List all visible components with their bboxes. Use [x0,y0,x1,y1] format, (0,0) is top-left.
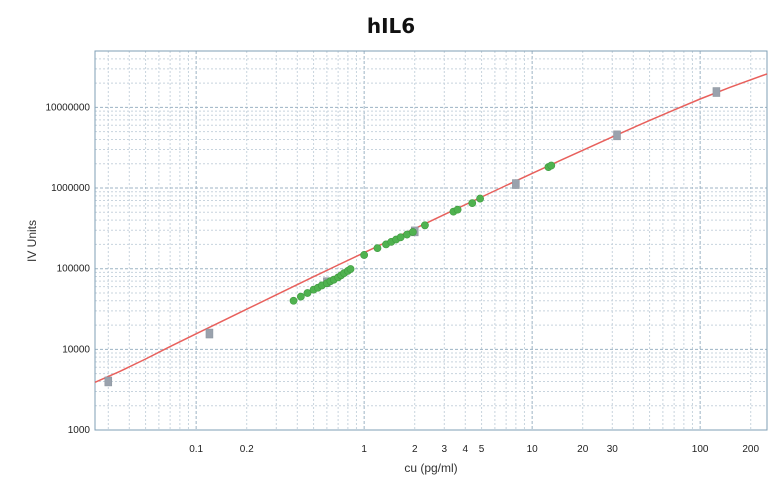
sample-point [373,244,382,252]
sample-point [421,221,429,230]
y-tick-label: 1000000 [51,183,90,194]
plot-area-border [94,50,768,431]
sample-point [346,265,355,273]
sample-point [453,205,462,214]
x-tick-label: 100 [692,444,709,455]
sample-point [289,296,298,305]
x-axis-label: cu (pg/ml) [404,461,457,475]
sample-point [468,199,477,208]
x-tick-label: 20 [577,444,589,455]
y-tick-label: 1000 [68,425,91,436]
x-tick-label: 0.2 [240,444,254,455]
x-tick-label: 1 [361,444,367,455]
sample-point [360,251,369,259]
sample-point [476,194,484,203]
grid [95,50,767,431]
sample-point [547,161,556,170]
sample-point [408,228,417,236]
y-axis-label: IV Units [25,220,39,262]
x-tick-label: 0.1 [189,444,203,455]
series [94,73,768,387]
y-tick-label: 10000000 [46,102,91,113]
sample-point [296,292,305,301]
x-tick-label: 30 [607,444,619,455]
y-tick-label: 100000 [57,264,91,275]
sample-point [303,289,312,297]
standard-point [205,328,214,339]
standard-point [613,130,621,141]
standard-point [712,87,721,97]
x-tick-label: 200 [742,444,759,455]
tick-labels: 0.1 0.2 1 2 3 4 5 10 20 30 100 200 1000 10000 100000 10… [46,102,760,455]
x-tick-label: 3 [442,444,448,455]
x-tick-label: 5 [479,444,485,455]
standard-point [512,179,520,189]
x-tick-label: 2 [412,444,418,455]
x-tick-label: 10 [527,444,539,455]
chart-title: hIL6 [367,14,415,38]
standard-point [104,376,113,387]
x-tick-label: 4 [463,444,469,455]
y-tick-label: 10000 [62,344,90,355]
